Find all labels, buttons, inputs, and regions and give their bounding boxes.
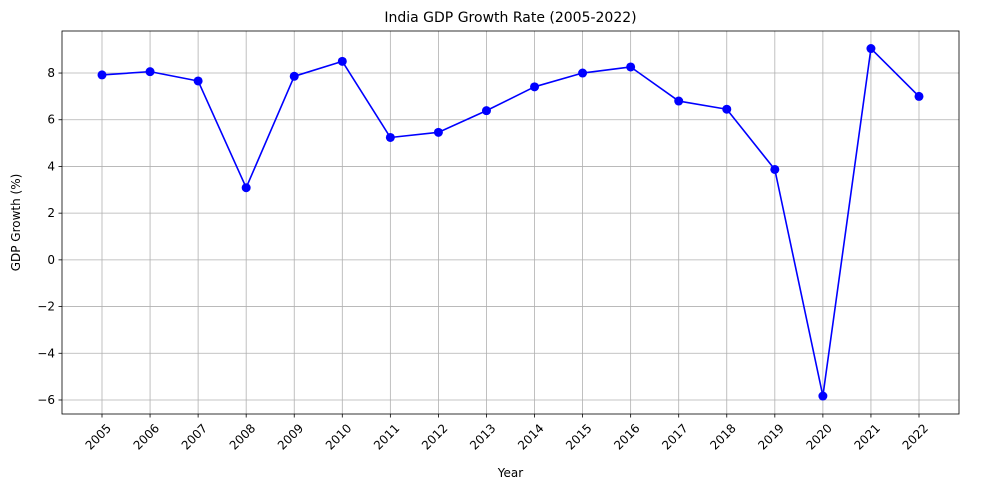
y-tick-label: 2: [47, 206, 55, 220]
data-point: [337, 56, 347, 66]
y-tick-label: 4: [47, 159, 55, 173]
y-tick-label: 0: [47, 253, 55, 267]
data-point: [578, 68, 588, 78]
data-point: [145, 67, 155, 77]
series-line: [101, 47, 920, 397]
plot-frame: [61, 30, 960, 415]
data-point: [481, 106, 491, 116]
data-point: [626, 62, 636, 72]
data-point: [193, 76, 203, 86]
chart-title: India GDP Growth Rate (2005-2022): [384, 10, 636, 26]
y-tick-label: 6: [47, 113, 55, 127]
data-point: [818, 391, 828, 401]
data-point: [385, 132, 395, 142]
data-point: [433, 127, 443, 137]
data-point: [289, 71, 299, 81]
grid: [62, 31, 959, 414]
data-point: [770, 164, 780, 174]
data-point: [914, 91, 924, 101]
data-point: [674, 96, 684, 106]
data-point: [97, 70, 107, 80]
y-axis-label: GDP Growth (%): [9, 174, 23, 272]
y-tick-label: −6: [37, 393, 55, 407]
x-axis-label: Year: [497, 466, 523, 480]
y-tick-label: −4: [37, 346, 55, 360]
data-point: [530, 82, 540, 92]
y-tick-label: −2: [37, 300, 55, 314]
data-point: [241, 183, 251, 193]
data-point: [866, 44, 876, 54]
axes: [61, 30, 960, 415]
series-layer: [97, 44, 924, 401]
y-tick-label: 8: [47, 66, 55, 80]
data-point: [722, 104, 732, 114]
